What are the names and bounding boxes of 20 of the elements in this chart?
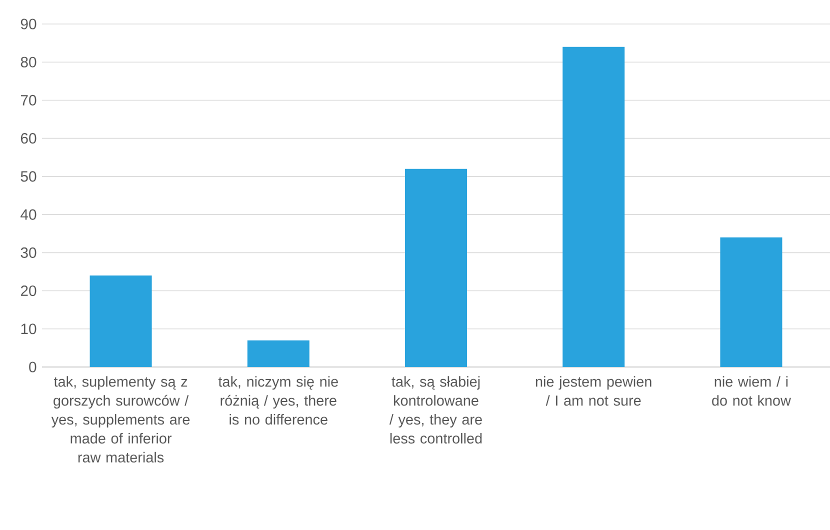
x-tick-label: nie wiem / i do not know [712,376,791,406]
y-tick-label: 90 [20,18,36,30]
x-tick-label: tak, są słabiej kontrolowane / yes, they are less controlled [389,376,482,444]
y-tick-label: 60 [20,133,36,144]
y-tick-label: 40 [20,209,36,220]
y-tick-label: 0 [29,362,36,372]
y-tick-label: 70 [20,94,36,106]
x-tick-label: tak, niczym się nie różnią / yes, there is no difference [218,376,338,425]
bar [562,46,625,367]
y-tick-label: 10 [21,324,36,334]
y-tick-label: 50 [20,171,36,182]
bar [720,237,782,367]
bar [405,168,468,367]
x-tick-label: tak, suplementy są z gorszych surowców / yes, supplements are made of inferior raw materials [51,376,190,463]
y-tick-label: 20 [20,285,36,296]
y-tick-label: 30 [20,247,36,258]
x-tick-label: nie jestem pewien / I am not sure [536,376,652,406]
bar [247,340,310,367]
y-tick-label: 80 [20,56,36,68]
bar [90,276,152,367]
